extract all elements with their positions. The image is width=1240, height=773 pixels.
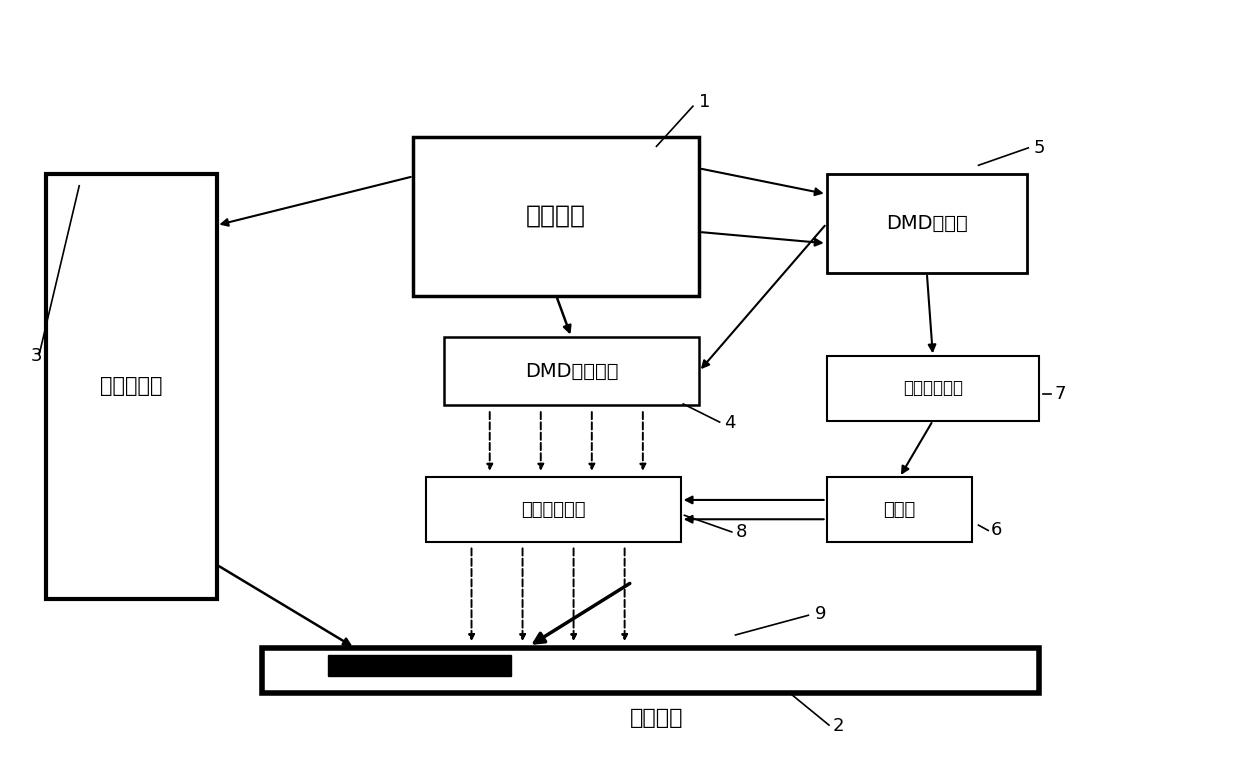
Text: 激光器: 激光器 xyxy=(883,501,915,519)
Text: 光学镜片模块: 光学镜片模块 xyxy=(521,501,585,519)
Bar xyxy=(827,175,1027,273)
Bar xyxy=(827,356,1039,421)
Bar xyxy=(413,137,699,295)
Text: 3: 3 xyxy=(31,347,42,365)
Text: 主控系统: 主控系统 xyxy=(526,204,587,228)
Text: DMD控制板: DMD控制板 xyxy=(885,214,967,233)
Text: DMD微镜阵列: DMD微镜阵列 xyxy=(525,362,619,381)
Bar xyxy=(444,337,699,405)
Text: 激光器控制器: 激光器控制器 xyxy=(903,380,963,397)
Text: 2: 2 xyxy=(833,717,844,735)
Text: 4: 4 xyxy=(724,414,735,432)
Bar xyxy=(46,175,217,598)
Text: 9: 9 xyxy=(815,604,826,623)
Text: 7: 7 xyxy=(1054,385,1065,403)
Text: 基板平台: 基板平台 xyxy=(630,707,683,727)
Bar xyxy=(425,478,681,542)
Bar xyxy=(329,655,511,676)
Text: 1: 1 xyxy=(699,94,711,111)
Text: 5: 5 xyxy=(1033,139,1045,157)
Text: 8: 8 xyxy=(735,523,748,541)
Text: 6: 6 xyxy=(991,522,1002,540)
Bar xyxy=(262,648,1039,693)
Bar xyxy=(827,478,972,542)
Text: 平台控制器: 平台控制器 xyxy=(100,376,162,397)
